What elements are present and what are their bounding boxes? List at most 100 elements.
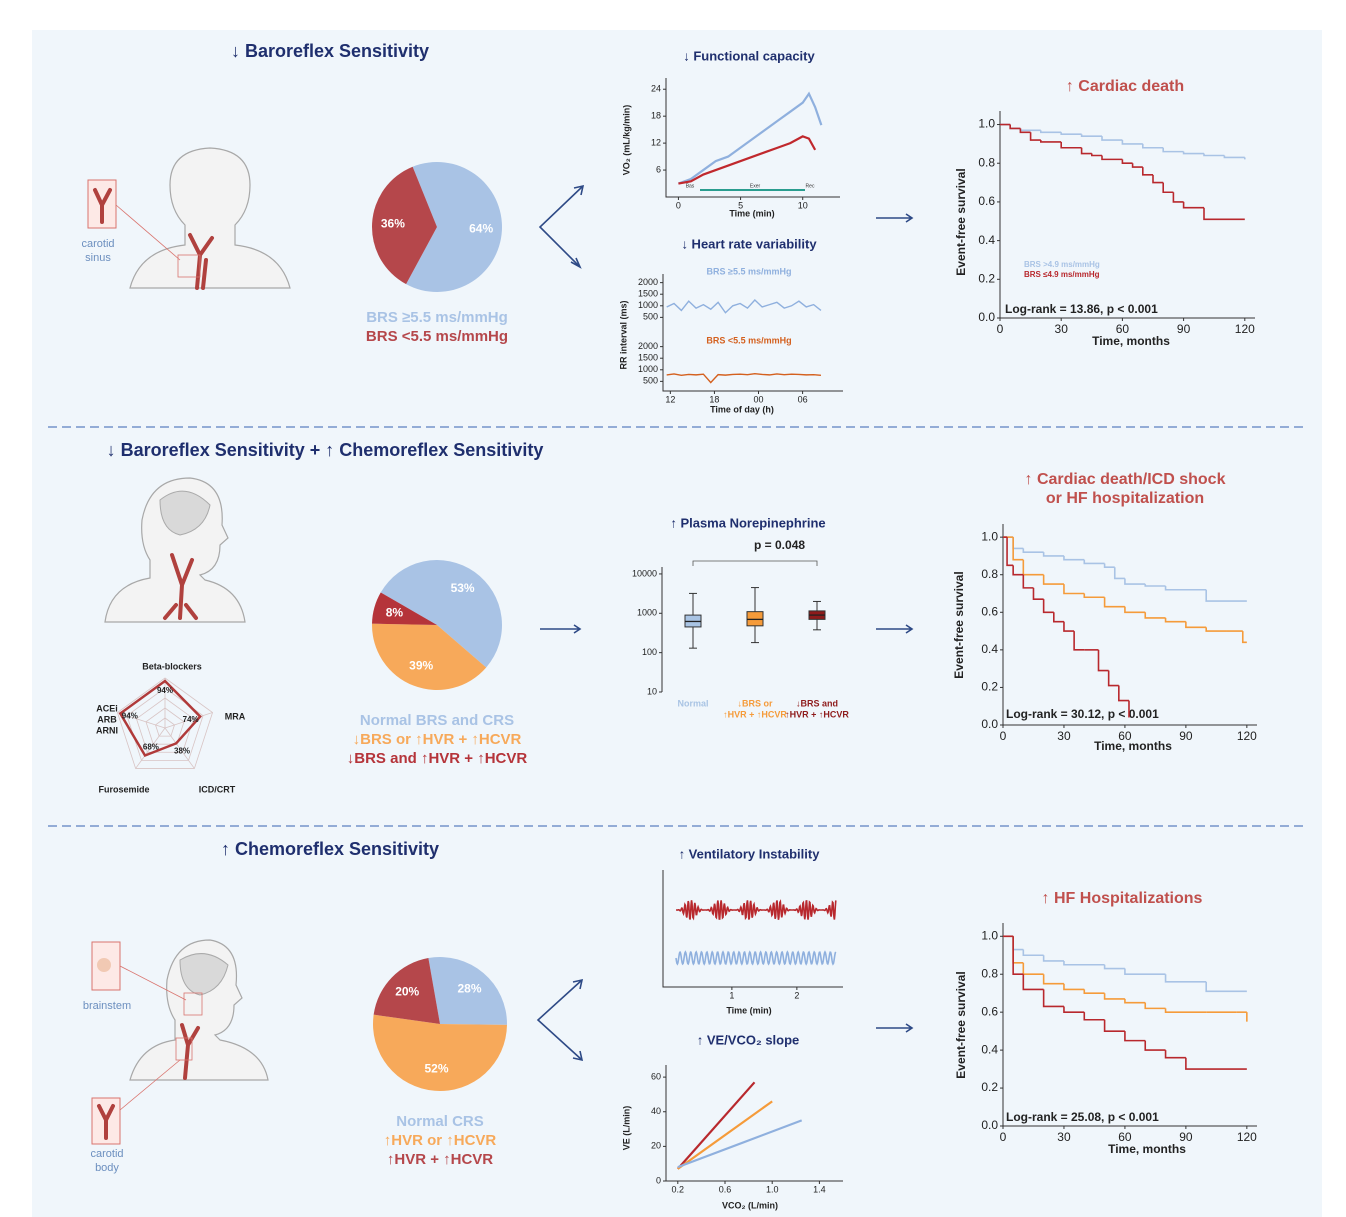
radar-value-label: 68%: [143, 743, 159, 752]
y-tick-label: 1.0: [978, 117, 995, 131]
legend-label: ↓BRS or ↑HVR + ↑HCVR: [353, 731, 522, 748]
y-tick-label: 60: [651, 1071, 661, 1081]
section-title: ↑ Chemoreflex Sensitivity: [221, 839, 439, 859]
radar-axis-label: ACEi: [96, 703, 118, 713]
radar-value-label: 74%: [183, 715, 199, 724]
x-tick-label: 1.0: [766, 1184, 779, 1194]
x-tick-label: 120: [1237, 729, 1257, 743]
x-axis-label: Time (min): [726, 1005, 771, 1015]
illustration-label: carotid: [81, 238, 114, 250]
annotation: Log-rank = 13.86, p < 0.001: [1005, 302, 1158, 316]
y-tick-label: 20: [651, 1141, 661, 1151]
x-axis-label: Time of day (h): [710, 404, 774, 414]
y-tick-label: 100: [642, 647, 657, 657]
y-axis-label: Event-free survival: [954, 971, 968, 1078]
y-tick-label: 0: [656, 1175, 661, 1185]
y-tick-label: 0.0: [978, 310, 995, 324]
illustration-label: body: [95, 1162, 119, 1174]
legend-label: Normal CRS: [396, 1113, 484, 1130]
y-tick-label: 10000: [632, 568, 657, 578]
section-title: ↓ Baroreflex Sensitivity: [231, 41, 429, 61]
y-tick-label: 0.4: [978, 233, 995, 247]
y-tick-label: 10: [647, 686, 657, 696]
pie-label: 28%: [458, 981, 482, 995]
y-tick-label: 2000: [638, 341, 658, 351]
x-tick-label: 10: [798, 200, 808, 210]
x-tick-label: 60: [1118, 729, 1132, 743]
y-tick-label: 0.4: [981, 1042, 998, 1056]
pie-label: 39%: [409, 658, 433, 672]
y-tick-label: 6: [656, 164, 661, 174]
y-tick-label: 0.8: [978, 155, 995, 169]
x-tick-label: 0: [1000, 729, 1007, 743]
annotation: Log-rank = 30.12, p < 0.001: [1006, 707, 1159, 721]
x-tick-label: ↓BRS or: [737, 698, 773, 708]
x-tick-label: ↑HVR + ↑HCVR: [723, 709, 787, 719]
y-tick-label: 0.0: [981, 717, 998, 731]
illustration-label: brainstem: [83, 1000, 131, 1012]
y-tick-label: 18: [651, 111, 661, 121]
y-tick-label: 500: [643, 312, 658, 322]
x-tick-label: 0: [1000, 1130, 1007, 1144]
chart-title: ↓ Functional capacity: [683, 48, 815, 63]
x-tick-label: 5: [738, 200, 743, 210]
x-tick-label: 0.2: [672, 1184, 685, 1194]
chart-title: ↑ Plasma Norepinephrine: [670, 515, 825, 530]
chart-title: ↑ Cardiac death: [1066, 78, 1184, 95]
y-tick-label: 0.6: [978, 194, 995, 208]
y-tick-label: 12: [651, 137, 661, 147]
radar-value-label: 38%: [174, 747, 190, 756]
y-tick-label: 2000: [638, 277, 658, 287]
x-tick-label: 60: [1116, 322, 1130, 336]
x-axis-label: Time, months: [1108, 1142, 1186, 1156]
chart-title: or HF hospitalization: [1046, 490, 1204, 507]
y-tick-label: 1000: [638, 364, 658, 374]
legend-label: ↑HVR or ↑HCVR: [384, 1132, 497, 1149]
section-title: ↓ Baroreflex Sensitivity + ↑ Chemoreflex…: [107, 440, 544, 460]
radar-axis-label: Furosemide: [98, 784, 149, 794]
legend-label: BRS >4.9 ms/mmHg: [1024, 260, 1100, 269]
y-axis-label: RR interval (ms): [618, 300, 628, 369]
chart-title: ↓ Heart rate variability: [681, 236, 817, 251]
x-tick-label: 0.6: [719, 1184, 732, 1194]
x-tick-label: 60: [1118, 1130, 1132, 1144]
x-tick-label: 1.4: [813, 1184, 826, 1194]
x-tick-label: 30: [1057, 729, 1071, 743]
legend-label: Normal BRS and CRS: [360, 712, 514, 729]
x-tick-label: 18: [709, 394, 719, 404]
chart-title: ↑ VE/VCO₂ slope: [697, 1032, 800, 1047]
y-tick-label: 1000: [638, 300, 658, 310]
y-tick-label: 0.6: [981, 604, 998, 618]
x-tick-label: 90: [1179, 1130, 1193, 1144]
y-tick-label: 0.8: [981, 966, 998, 980]
x-axis-label: Time, months: [1094, 739, 1172, 753]
radar-axis-label: ARNI: [96, 725, 118, 735]
x-tick-label: 30: [1057, 1130, 1071, 1144]
radar-axis-label: ICD/CRT: [199, 784, 236, 794]
x-axis-label: VCO₂ (L/min): [722, 1200, 778, 1210]
y-tick-label: 1.0: [981, 928, 998, 942]
x-tick-label: 30: [1055, 322, 1069, 336]
legend-label: BRS ≥5.5 ms/mmHg: [366, 309, 508, 326]
pie-label: 8%: [386, 605, 404, 619]
illustration-label: carotid: [90, 1148, 123, 1160]
legend-label: ↑HVR + ↑HCVR: [387, 1151, 493, 1168]
y-axis-label: VO₂ (mL/kg/min): [621, 105, 631, 176]
y-tick-label: 0.2: [981, 680, 998, 694]
radar-value-label: 94%: [157, 686, 173, 695]
x-tick-label: 0: [997, 322, 1004, 336]
x-tick-label: 90: [1179, 729, 1193, 743]
x-tick-label: 12: [665, 394, 675, 404]
radar-axis-label: ARB: [97, 714, 117, 724]
x-tick-label: 06: [798, 394, 808, 404]
x-tick-label: 00: [754, 394, 764, 404]
x-tick-label: 120: [1237, 1130, 1257, 1144]
figure: ↓ Baroreflex Sensitivity ↓ Baroreflex Se…: [0, 0, 1346, 1217]
pie-label: 52%: [424, 1062, 448, 1076]
phase-label: Rec: [806, 183, 815, 189]
radar-axis-label: MRA: [225, 711, 246, 721]
x-tick-label: 120: [1235, 322, 1255, 336]
y-tick-label: 0.0: [981, 1118, 998, 1132]
x-tick-label: ↑HVR + ↑HCVR: [785, 709, 849, 719]
x-tick-label: 90: [1177, 322, 1191, 336]
